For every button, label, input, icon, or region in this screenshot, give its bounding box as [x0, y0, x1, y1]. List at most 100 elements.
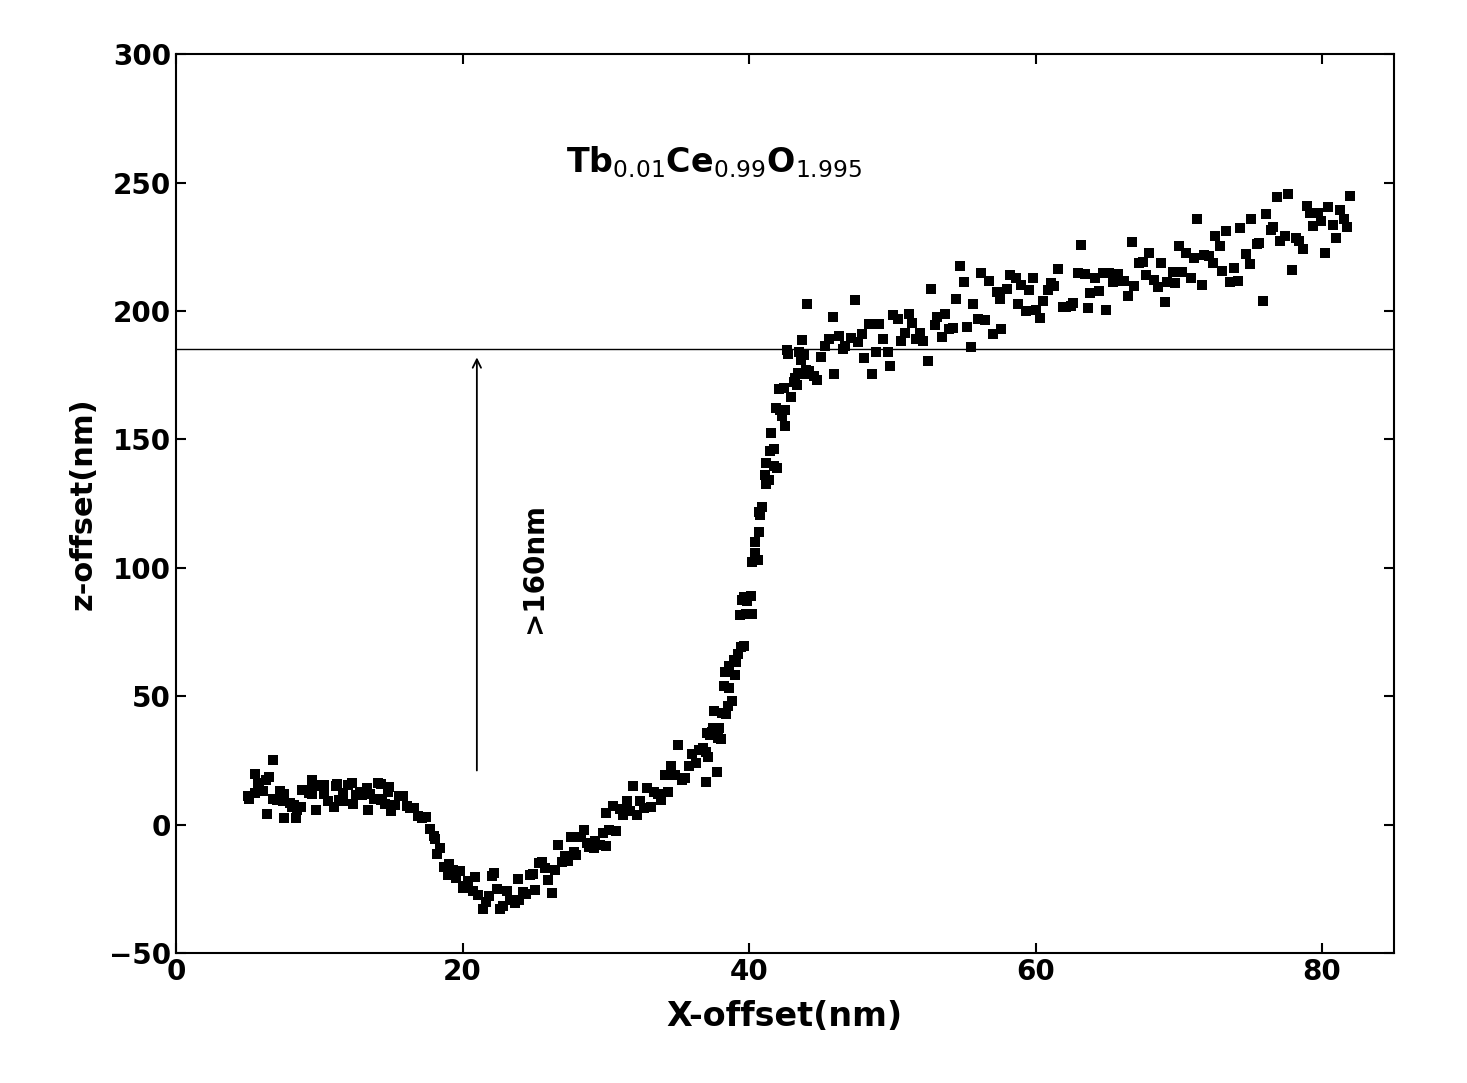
Point	[754, 454, 778, 471]
Point	[1284, 230, 1307, 247]
Point	[1119, 233, 1143, 250]
Point	[694, 743, 717, 760]
Point	[1238, 255, 1262, 272]
Point	[1328, 201, 1351, 219]
Point	[761, 457, 785, 474]
Point	[615, 793, 638, 810]
Point	[1069, 236, 1093, 253]
Point	[990, 319, 1014, 337]
Point	[597, 822, 621, 839]
Point	[483, 865, 506, 883]
Point	[952, 273, 976, 290]
Point	[246, 774, 270, 792]
Point	[445, 870, 468, 887]
Point	[776, 341, 800, 358]
Point	[461, 883, 484, 900]
Point	[582, 839, 606, 857]
Point	[933, 305, 956, 323]
Point	[792, 365, 816, 382]
Point	[713, 678, 736, 695]
Point	[312, 784, 336, 801]
Point	[1254, 206, 1278, 223]
Point	[923, 316, 946, 334]
Point	[607, 800, 631, 818]
Point	[535, 872, 559, 889]
Point	[861, 365, 885, 382]
Point	[559, 828, 582, 846]
Point	[1298, 205, 1322, 222]
Point	[769, 401, 792, 418]
Point	[882, 306, 905, 324]
Point	[666, 736, 689, 754]
Point	[553, 848, 577, 865]
Point	[924, 308, 948, 325]
Point	[706, 762, 729, 780]
Point	[261, 752, 285, 769]
Point	[467, 887, 490, 904]
Point	[543, 862, 566, 879]
Point	[754, 475, 778, 493]
Point	[700, 723, 723, 741]
Point	[1322, 217, 1345, 234]
Point	[1109, 272, 1133, 289]
Point	[864, 343, 888, 361]
Point	[1075, 299, 1099, 316]
Point	[805, 370, 829, 388]
Point	[663, 767, 687, 784]
Point	[1156, 274, 1179, 291]
Point	[1166, 237, 1190, 255]
Point	[748, 523, 772, 540]
Point	[418, 820, 442, 837]
Point	[594, 837, 618, 854]
Point	[464, 869, 487, 886]
Point	[1006, 296, 1030, 313]
Point	[770, 407, 794, 425]
Point	[422, 831, 446, 848]
Point	[358, 785, 381, 803]
Point	[452, 879, 475, 897]
Point	[312, 777, 336, 794]
Point	[1234, 246, 1257, 263]
Point	[670, 771, 694, 788]
Point	[849, 325, 873, 342]
Point	[989, 290, 1012, 308]
Point	[569, 828, 593, 846]
Point	[406, 808, 430, 825]
Point	[827, 327, 851, 344]
Point	[1226, 272, 1250, 289]
Point	[422, 827, 446, 845]
Point	[355, 779, 378, 796]
Point	[1031, 292, 1055, 310]
Point	[732, 638, 756, 655]
Point	[1122, 277, 1146, 295]
Point	[625, 807, 648, 824]
Point	[701, 719, 725, 736]
Point	[731, 591, 754, 609]
Point	[499, 891, 522, 909]
Point	[673, 769, 697, 786]
Point	[917, 352, 940, 369]
Point	[582, 833, 606, 850]
Point	[694, 773, 717, 791]
Point	[753, 466, 776, 483]
Point	[370, 792, 393, 809]
Point	[1281, 261, 1304, 278]
Point	[977, 273, 1000, 290]
Point	[271, 785, 295, 803]
Point	[1175, 244, 1199, 261]
Point	[1185, 210, 1209, 227]
Point	[1005, 270, 1028, 287]
Point	[846, 334, 870, 351]
Point	[898, 305, 921, 323]
Point	[742, 544, 766, 561]
Point	[474, 893, 497, 911]
Point	[748, 504, 772, 521]
Point	[1190, 276, 1213, 293]
Point	[1137, 245, 1160, 262]
Point	[547, 836, 571, 853]
Point	[942, 319, 965, 337]
Y-axis label: z-offset(nm): z-offset(nm)	[69, 397, 98, 610]
Point	[871, 330, 895, 348]
Point	[1160, 263, 1184, 280]
Point	[486, 880, 509, 898]
